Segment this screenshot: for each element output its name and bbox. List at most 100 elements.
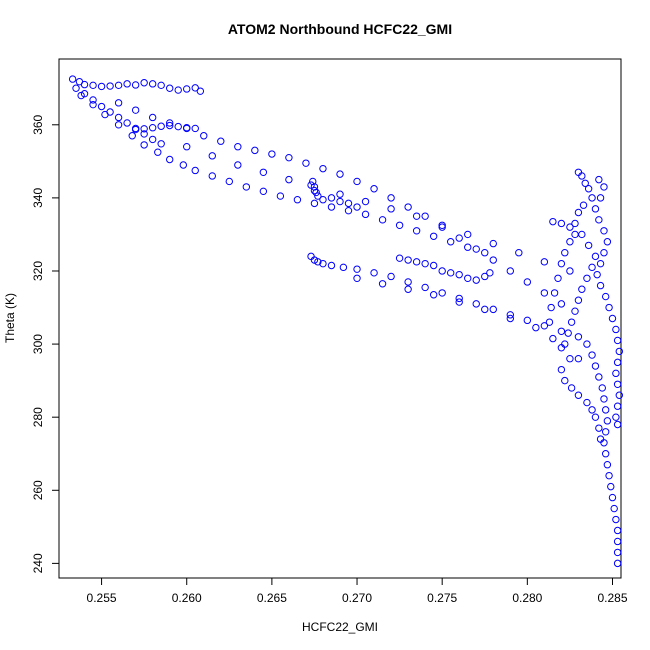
data-point xyxy=(600,183,608,191)
data-point xyxy=(259,187,268,196)
data-point xyxy=(578,230,586,239)
data-point xyxy=(157,81,165,90)
data-point xyxy=(404,256,412,264)
data-point xyxy=(601,428,610,436)
data-point xyxy=(353,274,361,282)
data-point xyxy=(608,314,617,323)
data-point xyxy=(336,197,344,206)
data-point xyxy=(506,314,515,323)
y-axis-label: Theta (K) xyxy=(3,293,17,343)
data-point xyxy=(612,369,620,378)
data-point xyxy=(165,119,174,127)
data-point xyxy=(584,185,593,193)
data-point xyxy=(571,219,579,228)
data-point xyxy=(378,280,387,288)
data-point xyxy=(612,515,620,524)
data-point xyxy=(567,384,576,392)
plot-frame xyxy=(58,58,622,579)
data-point xyxy=(506,311,515,319)
data-point xyxy=(464,243,472,251)
data-point xyxy=(540,322,549,330)
y-tick-label: 320 xyxy=(31,261,45,281)
data-point xyxy=(309,177,317,186)
data-point xyxy=(302,159,310,167)
data-point xyxy=(613,420,622,429)
data-point xyxy=(387,272,395,281)
data-point xyxy=(285,153,293,162)
data-point xyxy=(600,249,608,257)
data-point xyxy=(131,125,140,134)
y-tick-label: 360 xyxy=(31,114,45,134)
data-point xyxy=(579,201,588,209)
data-point xyxy=(140,125,148,133)
data-point xyxy=(339,263,348,272)
data-point xyxy=(77,91,85,100)
data-point xyxy=(578,172,586,180)
data-point xyxy=(344,206,353,215)
data-point xyxy=(564,329,572,337)
data-point xyxy=(327,194,336,202)
data-point xyxy=(395,254,404,262)
data-point xyxy=(583,398,591,407)
data-point xyxy=(319,259,327,268)
data-point xyxy=(89,81,97,90)
data-point xyxy=(165,121,174,130)
data-point xyxy=(89,100,97,109)
data-point xyxy=(128,132,136,140)
data-point xyxy=(353,203,361,211)
data-point xyxy=(251,146,259,155)
data-point xyxy=(148,135,157,144)
data-point xyxy=(588,406,596,414)
data-point xyxy=(140,79,148,87)
data-point xyxy=(378,216,387,224)
data-point xyxy=(361,210,370,219)
data-point xyxy=(557,327,566,335)
data-point xyxy=(464,230,472,239)
data-point xyxy=(412,212,421,220)
data-point xyxy=(612,325,620,334)
data-point xyxy=(259,168,268,177)
data-point xyxy=(455,298,463,306)
data-point xyxy=(603,238,612,246)
data-point xyxy=(157,140,165,148)
data-point xyxy=(603,417,612,425)
data-point xyxy=(404,278,412,286)
data-point xyxy=(566,223,574,231)
data-point xyxy=(307,181,315,189)
data-point xyxy=(583,340,591,348)
data-point xyxy=(72,84,80,92)
data-point xyxy=(574,296,583,304)
data-point xyxy=(574,333,583,341)
y-tick-label: 340 xyxy=(31,188,45,208)
x-tick-label: 0.260 xyxy=(172,591,202,605)
data-point xyxy=(208,152,216,160)
data-point xyxy=(455,294,463,303)
data-point xyxy=(327,261,336,270)
data-point xyxy=(114,81,123,90)
data-point xyxy=(481,305,489,314)
data-point xyxy=(574,355,583,363)
data-point xyxy=(532,323,540,332)
data-point xyxy=(183,85,191,93)
data-point xyxy=(603,460,612,469)
data-point xyxy=(584,241,593,250)
data-point xyxy=(327,203,336,211)
data-point xyxy=(588,263,596,272)
data-point xyxy=(613,402,622,410)
data-point xyxy=(550,289,559,297)
data-point xyxy=(97,102,106,111)
data-point xyxy=(591,252,600,261)
data-point xyxy=(429,261,438,270)
data-point xyxy=(131,81,140,89)
data-point xyxy=(268,150,276,158)
data-point xyxy=(106,82,114,90)
data-point xyxy=(464,274,472,282)
data-point xyxy=(472,300,480,308)
data-point xyxy=(285,175,293,184)
data-point xyxy=(353,177,361,186)
data-point xyxy=(601,406,610,414)
data-point xyxy=(472,276,480,284)
data-point xyxy=(574,391,583,399)
data-point xyxy=(438,267,446,275)
data-point xyxy=(601,450,610,458)
